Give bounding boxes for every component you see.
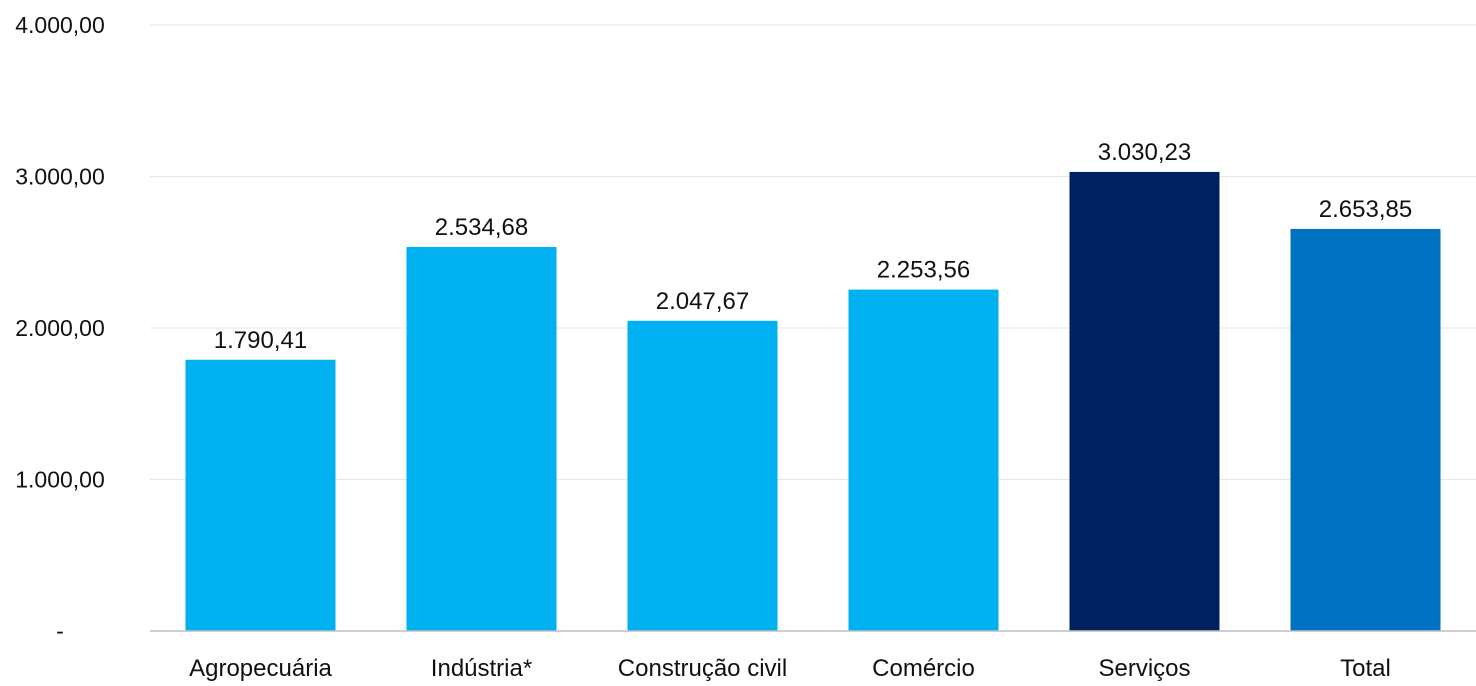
y-tick-label: 1.000,00: [15, 467, 105, 493]
data-label: 1.790,41: [214, 327, 307, 354]
bar: [1290, 228, 1441, 632]
bars: [185, 171, 1441, 632]
x-tick-label: Comércio: [872, 655, 975, 682]
x-tick-label: Indústria*: [431, 655, 532, 682]
x-tick-label: Total: [1340, 655, 1391, 682]
y-tick-label: 3.000,00: [15, 164, 105, 190]
x-tick-label: Agropecuária: [189, 655, 332, 682]
data-label: 2.047,67: [656, 288, 749, 315]
y-tick-label: 4.000,00: [15, 12, 105, 38]
bar: [1069, 171, 1220, 631]
x-tick-label: Construção civil: [618, 655, 787, 682]
gridlines: [150, 24, 1476, 480]
x-axis-labels: Agropecuária Indústria* Construção civil Co…: [189, 655, 1391, 682]
y-axis-ticks: - 1.000,00 2.000,00 3.000,00 4.000,00: [15, 12, 105, 644]
bar: [627, 320, 778, 631]
data-label: 2.534,68: [435, 214, 528, 241]
bar: [848, 289, 999, 631]
y-tick-label: 2.000,00: [15, 315, 105, 341]
x-tick-label: Serviços: [1098, 655, 1190, 682]
data-labels: 1.790,41 2.534,68 2.047,67 2.253,56 3.030,23…: [214, 139, 1412, 354]
data-label: 2.253,56: [877, 257, 970, 284]
data-label: 2.653,85: [1319, 196, 1412, 223]
bar: [406, 246, 557, 632]
data-label: 3.030,23: [1098, 139, 1191, 166]
bar: [185, 359, 336, 631]
y-tick-label: -: [56, 618, 64, 644]
